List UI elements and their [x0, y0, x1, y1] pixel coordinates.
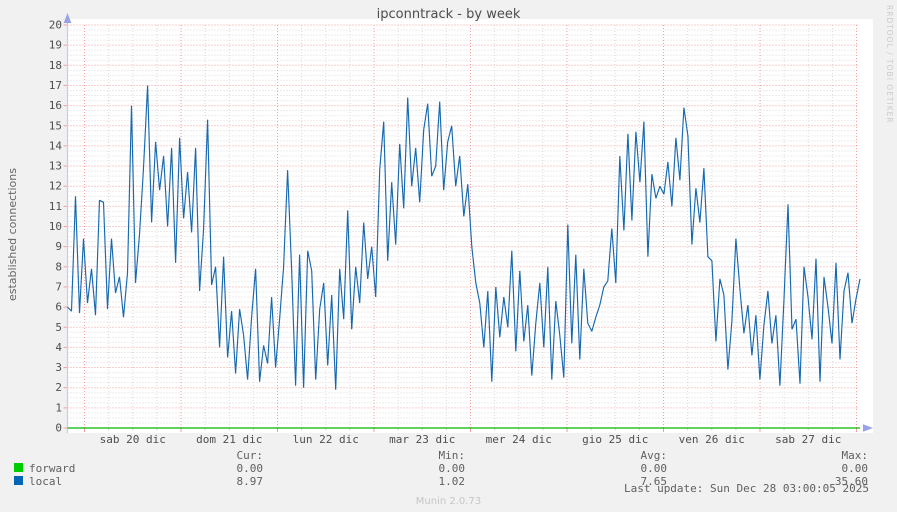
- y-tick-label: 3: [55, 361, 62, 374]
- y-tick-label: 10: [49, 220, 62, 233]
- legend-stats-table: Cur: Min: Avg: Max: forward 0.00 0.00 0.00 0.00 l…: [0, 446, 897, 496]
- x-day-label: sab 27 dic: [775, 433, 841, 446]
- y-tick-label: 12: [49, 180, 62, 193]
- legend-label-local: local: [29, 475, 63, 488]
- y-tick-label: 6: [55, 301, 62, 314]
- last-update-text: Last update: Sun Dec 28 03:00:05 2025: [623, 482, 869, 495]
- stat-value: 8.97: [236, 475, 264, 488]
- stat-value: 0.00: [236, 462, 264, 475]
- stats-header-cur: Cur:: [236, 449, 264, 462]
- y-axis-title: established connections: [6, 168, 19, 302]
- chart-title: ipconntrack - by week: [376, 7, 521, 22]
- y-tick-label: 7: [55, 280, 62, 293]
- x-day-label: mar 23 dic: [389, 433, 455, 446]
- stats-header-min: Min:: [438, 449, 466, 462]
- y-tick-label: 4: [55, 341, 62, 354]
- x-day-label: lun 22 dic: [293, 433, 359, 446]
- rrdtool-watermark: RRDTOOL / TOBI OETIKER: [885, 5, 894, 124]
- y-tick-label: 20: [49, 19, 62, 32]
- stat-value: 1.02: [438, 475, 466, 488]
- y-tick-label: 19: [49, 39, 62, 52]
- y-tick-label: 9: [55, 240, 62, 253]
- stat-value: 0.00: [438, 462, 466, 475]
- x-axis-arrow-icon: [863, 424, 873, 432]
- y-tick-label: 2: [55, 381, 62, 394]
- x-day-label: mer 24 dic: [486, 433, 552, 446]
- y-tick-label: 11: [49, 200, 62, 213]
- y-tick-label: 18: [49, 59, 62, 72]
- y-tick-label: 8: [55, 260, 62, 273]
- legend-swatch-forward: [14, 463, 23, 472]
- stat-value: 0.00: [640, 462, 668, 475]
- y-tick-label: 17: [49, 79, 62, 92]
- legend-label-forward: forward: [29, 462, 76, 475]
- y-tick-label: 15: [49, 119, 62, 132]
- stat-value: 35.60: [834, 475, 868, 488]
- y-tick-label: 1: [55, 401, 62, 414]
- y-tick-label: 16: [49, 99, 62, 112]
- x-day-label: dom 21 dic: [196, 433, 262, 446]
- y-tick-label: 0: [55, 422, 62, 435]
- x-day-label: ven 26 dic: [679, 433, 745, 446]
- series-line-local: [67, 85, 861, 390]
- stats-header-max: Max:: [841, 449, 869, 462]
- munin-version-text: Munin 2.0.73: [415, 496, 482, 507]
- y-tick-label: 5: [55, 321, 62, 334]
- x-day-label: sab 20 dic: [100, 433, 166, 446]
- stat-value: 7.65: [640, 475, 668, 488]
- stats-header-avg: Avg:: [640, 449, 668, 462]
- y-tick-label: 13: [49, 160, 62, 173]
- x-day-label: gio 25 dic: [582, 433, 648, 446]
- y-tick-label: 14: [49, 139, 63, 152]
- y-axis-arrow-icon: [63, 13, 72, 23]
- legend-swatch-local: [14, 476, 23, 485]
- stat-value: 0.00: [841, 462, 869, 475]
